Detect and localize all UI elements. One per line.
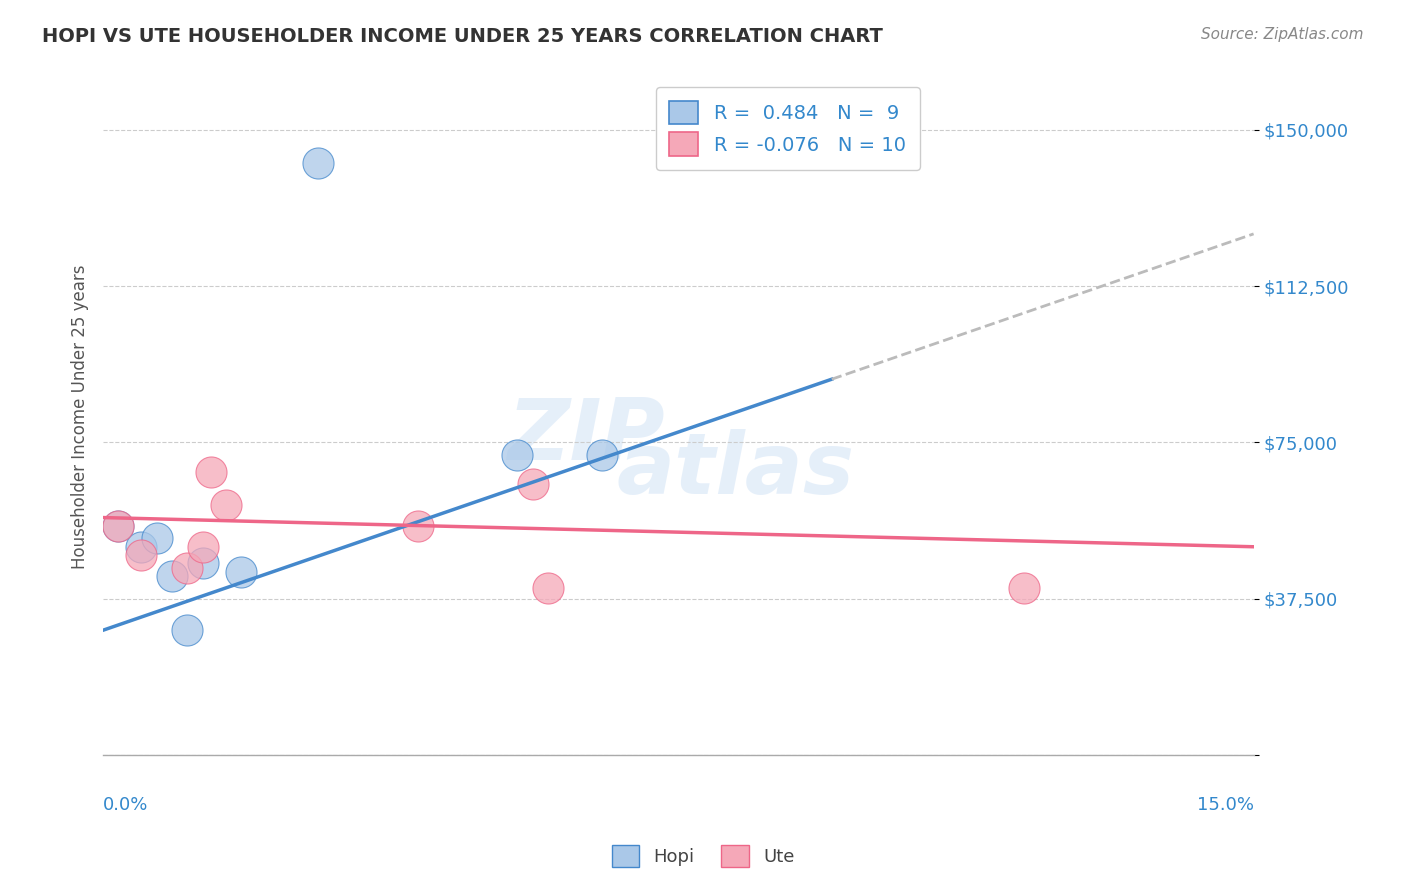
Point <box>1012 582 1035 596</box>
Point <box>160 569 183 583</box>
Text: 15.0%: 15.0% <box>1197 796 1254 814</box>
Text: 0.0%: 0.0% <box>103 796 149 814</box>
Point <box>406 519 429 533</box>
Text: Source: ZipAtlas.com: Source: ZipAtlas.com <box>1201 27 1364 42</box>
Point <box>200 465 222 479</box>
Point <box>522 477 544 491</box>
Point <box>215 498 238 512</box>
Legend: Hopi, Ute: Hopi, Ute <box>605 838 801 874</box>
Text: atlas: atlas <box>617 429 855 512</box>
Point <box>131 540 153 554</box>
Text: HOPI VS UTE HOUSEHOLDER INCOME UNDER 25 YEARS CORRELATION CHART: HOPI VS UTE HOUSEHOLDER INCOME UNDER 25 … <box>42 27 883 45</box>
Point <box>506 448 529 462</box>
Point <box>191 557 214 571</box>
Point <box>231 565 253 579</box>
Legend: R =  0.484   N =  9, R = -0.076   N = 10: R = 0.484 N = 9, R = -0.076 N = 10 <box>655 87 920 169</box>
Point <box>176 560 198 574</box>
Point <box>176 623 198 637</box>
Point <box>537 582 560 596</box>
Point <box>107 519 129 533</box>
Point <box>146 532 169 546</box>
Point <box>191 540 214 554</box>
Text: ZIP: ZIP <box>508 395 665 478</box>
Point <box>307 156 329 170</box>
Point <box>107 519 129 533</box>
Point <box>591 448 613 462</box>
Point <box>131 548 153 562</box>
Y-axis label: Householder Income Under 25 years: Householder Income Under 25 years <box>72 264 89 568</box>
